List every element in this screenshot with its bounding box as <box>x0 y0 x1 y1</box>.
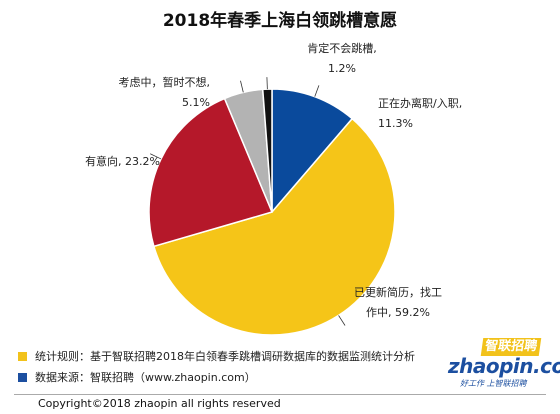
slice-label-job-hunting: 已更新简历，找工 作中, 59.2% <box>354 283 442 323</box>
leader-line-considering <box>240 80 244 93</box>
slice-label-line: 肯定不会跳槽, <box>307 42 377 55</box>
slice-label-line: 1.2% <box>328 62 356 75</box>
slice-label-intend: 有意向, 23.2% <box>85 152 160 172</box>
pie-slice-intend <box>148 97 274 248</box>
slice-label-resigning: 正在办离职/入职, 11.3% <box>378 94 462 134</box>
pie-slice-never <box>261 88 273 213</box>
slice-label-considering: 考虑中，暂时不想, 5.1% <box>119 73 211 113</box>
chart-title: 2018年春季上海白领跳槽意愿 <box>162 11 398 31</box>
footnote-source-text: 数据来源：智联招聘（www.zhaopin.com） <box>35 371 256 384</box>
slice-label-line: 11.3% <box>378 117 413 130</box>
logo-slogan: 好工作 上智联招聘 <box>460 379 527 388</box>
copyright-text: Copyright©2018 zhaopin all rights reserv… <box>38 397 281 410</box>
zhaopin-logo: 智联招聘 zhaopin.com 好工作 上智联招聘 <box>448 338 560 390</box>
footer-divider <box>14 394 546 395</box>
logo-wordmark: zhaopin.com <box>448 354 560 378</box>
pie-slice-job-hunting <box>152 117 396 336</box>
leader-line-resigning <box>314 85 320 97</box>
footnote-rule-text: 统计规则：基于智联招聘2018年白领春季跳槽调研数据库的数据监测统计分析 <box>35 350 415 363</box>
slice-label-never: 肯定不会跳槽, 1.2% <box>307 39 377 79</box>
footnote-marker-blue <box>18 373 27 382</box>
leader-line-job-hunting <box>338 315 346 326</box>
slice-label-line: 考虑中，暂时不想, <box>118 76 211 89</box>
slice-label-line: 5.1% <box>182 96 210 109</box>
slice-label-line: 正在办离职/入职, <box>378 97 463 110</box>
slice-label-line: 有意向, 23.2% <box>85 155 160 168</box>
leader-line-intend <box>150 153 162 160</box>
footnote-rule: 统计规则：基于智联招聘2018年白领春季跳槽调研数据库的数据监测统计分析 <box>18 350 415 364</box>
footnote-marker-yellow <box>18 352 27 361</box>
slice-label-line: 已更新简历，找工 <box>354 286 442 299</box>
slice-label-line: 作中, 59.2% <box>366 306 430 319</box>
footnote-source: 数据来源：智联招聘（www.zhaopin.com） <box>18 371 256 385</box>
